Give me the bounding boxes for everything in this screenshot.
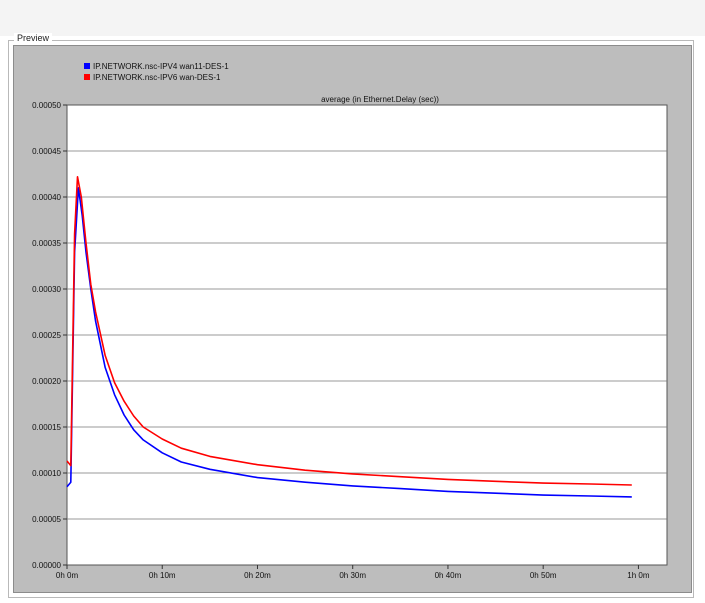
top-strip <box>0 0 705 36</box>
y-axis-ticks: 0.00000 0.00005 0.00010 0.00015 0.00020 0.000… <box>32 101 67 570</box>
series-line-ipv6 <box>66 176 632 486</box>
y-tick-label: 0.00000 <box>32 561 61 570</box>
chart-title: average (in Ethernet.Delay (sec)) <box>321 95 439 104</box>
series-line-ipv4 <box>66 187 632 498</box>
preview-groupbox <box>8 40 694 598</box>
x-tick-label: 0h 10m <box>149 571 176 580</box>
x-tick-label: 0h 0m <box>56 571 79 580</box>
legend-swatch <box>84 74 90 80</box>
legend-label: IP.NETWORK.nsc-IPV4 wan11-DES-1 <box>93 62 229 71</box>
y-tick-label: 0.00015 <box>32 423 61 432</box>
x-tick-label: 0h 40m <box>435 571 462 580</box>
y-tick-label: 0.00050 <box>32 101 61 110</box>
y-tick-label: 0.00010 <box>32 469 61 478</box>
series-group <box>66 176 632 498</box>
legend-label: IP.NETWORK.nsc-IPV6 wan-DES-1 <box>93 73 221 82</box>
y-tick-label: 0.00020 <box>32 377 61 386</box>
y-tick-label: 0.00025 <box>32 331 61 340</box>
x-tick-label: 0h 50m <box>530 571 557 580</box>
x-tick-label: 0h 20m <box>244 571 271 580</box>
legend-swatch <box>84 63 90 69</box>
x-axis-ticks: 0h 0m 0h 10m 0h 20m 0h 30m 0h 40m 0h 50m 1h 0m <box>56 565 650 580</box>
y-tick-label: 0.00005 <box>32 515 61 524</box>
y-tick-label: 0.00045 <box>32 147 61 156</box>
gridlines <box>67 150 667 520</box>
y-tick-label: 0.00035 <box>32 239 61 248</box>
legend: IP.NETWORK.nsc-IPV4 wan11-DES-1 IP.NETWOR… <box>84 62 229 82</box>
y-tick-label: 0.00030 <box>32 285 61 294</box>
x-tick-label: 0h 30m <box>339 571 366 580</box>
preview-label: Preview <box>14 33 53 43</box>
x-tick-label: 1h 0m <box>627 571 650 580</box>
y-tick-label: 0.00040 <box>32 193 61 202</box>
